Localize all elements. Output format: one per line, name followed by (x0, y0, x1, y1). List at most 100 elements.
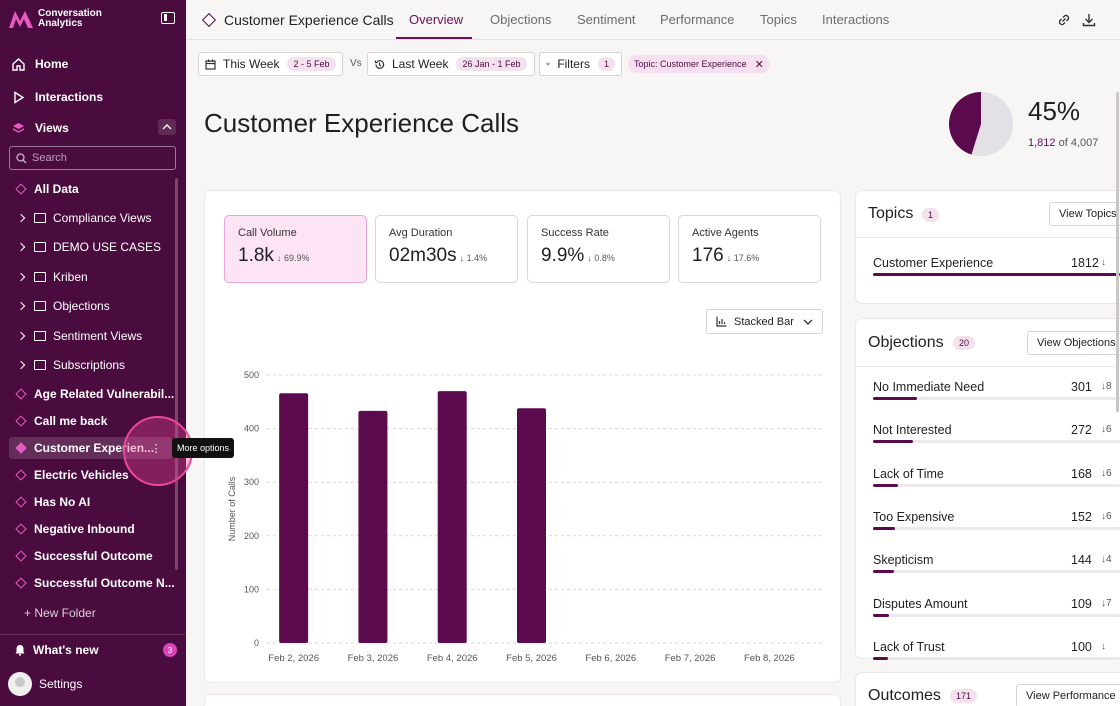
row-label: Customer Experience (873, 256, 994, 270)
tree-folder[interactable]: Compliance Views (15, 208, 152, 228)
objections-count: 20 (953, 336, 976, 350)
tree-view[interactable]: Negative Inbound (15, 519, 135, 539)
filters-count: 1 (597, 57, 615, 71)
row-value: 100 (1071, 639, 1092, 654)
folder-icon (34, 360, 46, 370)
chart-type-select[interactable]: Stacked Bar (706, 309, 823, 334)
views-search[interactable] (9, 146, 176, 170)
tree-all-data[interactable]: All Data (15, 179, 79, 199)
download-icon[interactable] (1081, 12, 1097, 28)
bar (279, 393, 309, 643)
nav-views[interactable]: Views (12, 121, 69, 135)
tree-view-label: Negative Inbound (34, 522, 135, 536)
kpi-delta: 17.6% (733, 253, 760, 263)
kpi-label: Active Agents (692, 227, 759, 239)
view-performance-button[interactable]: View Performance (1016, 684, 1120, 706)
kpi-value: 1.8k (238, 245, 274, 266)
topics-count: 1 (922, 208, 940, 222)
tree-folder[interactable]: Objections (15, 296, 110, 316)
tab-sentiment[interactable]: Sentiment (577, 12, 636, 27)
row-label: Not Interested (873, 423, 952, 438)
kpi-delta: 69.9% (283, 253, 310, 263)
x-tick-label: Feb 7, 2026 (665, 653, 716, 664)
close-icon[interactable]: ✕ (754, 58, 764, 71)
tree-folder[interactable]: Sentiment Views (15, 326, 142, 346)
nav-interactions[interactable]: Interactions (12, 90, 103, 104)
row-delta: ↓6 (1101, 510, 1112, 522)
tree-view-label: Successful Outcome (34, 549, 153, 563)
y-tick-label: 300 (244, 477, 259, 487)
previous-period-picker[interactable]: Last Week 26 Jan - 1 Feb (367, 52, 535, 76)
tree-folder-label: DEMO USE CASES (53, 240, 162, 254)
app-name-line1: Conversation (38, 8, 102, 19)
play-icon (14, 90, 25, 104)
view-diamond-icon (15, 469, 27, 481)
row-bar-fill (873, 613, 890, 617)
view-topics-button[interactable]: View Topics (1049, 202, 1120, 226)
tree-view-label: Electric Vehicles (34, 468, 129, 482)
folder-icon (34, 301, 46, 311)
tree-view[interactable]: Successful Outcome N... (15, 573, 175, 593)
tree-folder[interactable]: Kriben (15, 267, 88, 287)
sidebar-scrollbar[interactable] (175, 178, 178, 570)
new-folder-button[interactable]: + New Folder (24, 606, 96, 620)
kpi-label: Call Volume (238, 227, 297, 239)
next-card (204, 694, 841, 706)
row-bar-fill (873, 526, 896, 530)
tab-topics[interactable]: Topics (760, 12, 797, 27)
tree-view[interactable]: Has No AI (15, 492, 90, 512)
tab-performance[interactable]: Performance (660, 12, 735, 27)
row-bar-fill (873, 570, 894, 574)
view-objections-button[interactable]: View Objections (1027, 331, 1120, 355)
tree-folder[interactable]: Subscriptions (15, 355, 125, 375)
tab-objections[interactable]: Objections (490, 12, 552, 27)
tree-view-label: Call me back (34, 414, 108, 428)
tree-folder[interactable]: DEMO USE CASES (15, 237, 161, 257)
link-icon[interactable] (1056, 12, 1072, 28)
sidebar-toggle-icon[interactable] (161, 12, 175, 24)
kpi-active-agents[interactable]: Active Agents 176 ↓ 17.6% (678, 215, 821, 283)
topic-filter-chip[interactable]: Topic: Customer Experience ✕ (628, 55, 770, 73)
row-value: 168 (1071, 466, 1092, 481)
row-delta: ↓ (1101, 640, 1106, 652)
kpi-call-volume[interactable]: Call Volume 1.8k ↓ 69.9% (224, 215, 367, 283)
current-period-picker[interactable]: This Week 2 - 5 Feb (198, 52, 343, 76)
settings-button[interactable]: Settings (8, 672, 82, 696)
chevron-right-icon (16, 272, 26, 282)
bar-chart-icon (716, 316, 727, 327)
page-title: Customer Experience Calls (204, 108, 520, 138)
folder-icon (34, 331, 46, 341)
tree-view[interactable]: Age Related Vulnerabil... (15, 384, 174, 404)
tab-overview[interactable]: Overview (409, 12, 464, 27)
kpi-success-rate[interactable]: Success Rate 9.9% ↓ 0.8% (527, 215, 670, 283)
kpi-avg-duration[interactable]: Avg Duration 02m30s ↓ 1.4% (375, 215, 518, 283)
views-collapse-button[interactable] (158, 119, 176, 135)
page-breadcrumb: Customer Experience Calls (201, 12, 394, 28)
filters-button[interactable]: Filters 1 (539, 52, 622, 76)
page-breadcrumb-label: Customer Experience Calls (224, 12, 394, 28)
row-label: No Immediate Need (873, 380, 985, 394)
tab-interactions[interactable]: Interactions (822, 12, 890, 27)
panel-divider (855, 237, 1120, 238)
x-tick-label: Feb 6, 2026 (585, 653, 636, 664)
share-subtext: 1,812 of 4,007 (1028, 137, 1098, 149)
kpi-value: 176 (692, 245, 724, 266)
main-scrollbar[interactable] (1116, 92, 1119, 412)
tree-folder-label: Compliance Views (53, 211, 152, 225)
search-input[interactable] (32, 152, 172, 164)
sidebar: Conversation Analytics Home Interactions… (0, 0, 193, 706)
tree-view[interactable]: Successful Outcome (15, 546, 153, 566)
chevron-up-icon (162, 124, 172, 130)
row-label: Lack of Trust (873, 639, 945, 654)
filter-icon (546, 62, 551, 66)
share-total: of 4,007 (1058, 137, 1099, 149)
tree-view[interactable]: Electric Vehicles (15, 465, 129, 485)
nav-home[interactable]: Home (12, 57, 68, 71)
share-part: 1,812 (1028, 137, 1056, 149)
more-options-icon[interactable]: ⋮ (150, 442, 162, 455)
app-logo[interactable]: Conversation Analytics (8, 9, 102, 29)
current-period-range: 2 - 5 Feb (287, 57, 336, 71)
tree-view[interactable]: Call me back (15, 411, 107, 431)
whats-new-button[interactable]: What's new (14, 643, 99, 657)
row-delta: ↓4 (1101, 554, 1112, 566)
